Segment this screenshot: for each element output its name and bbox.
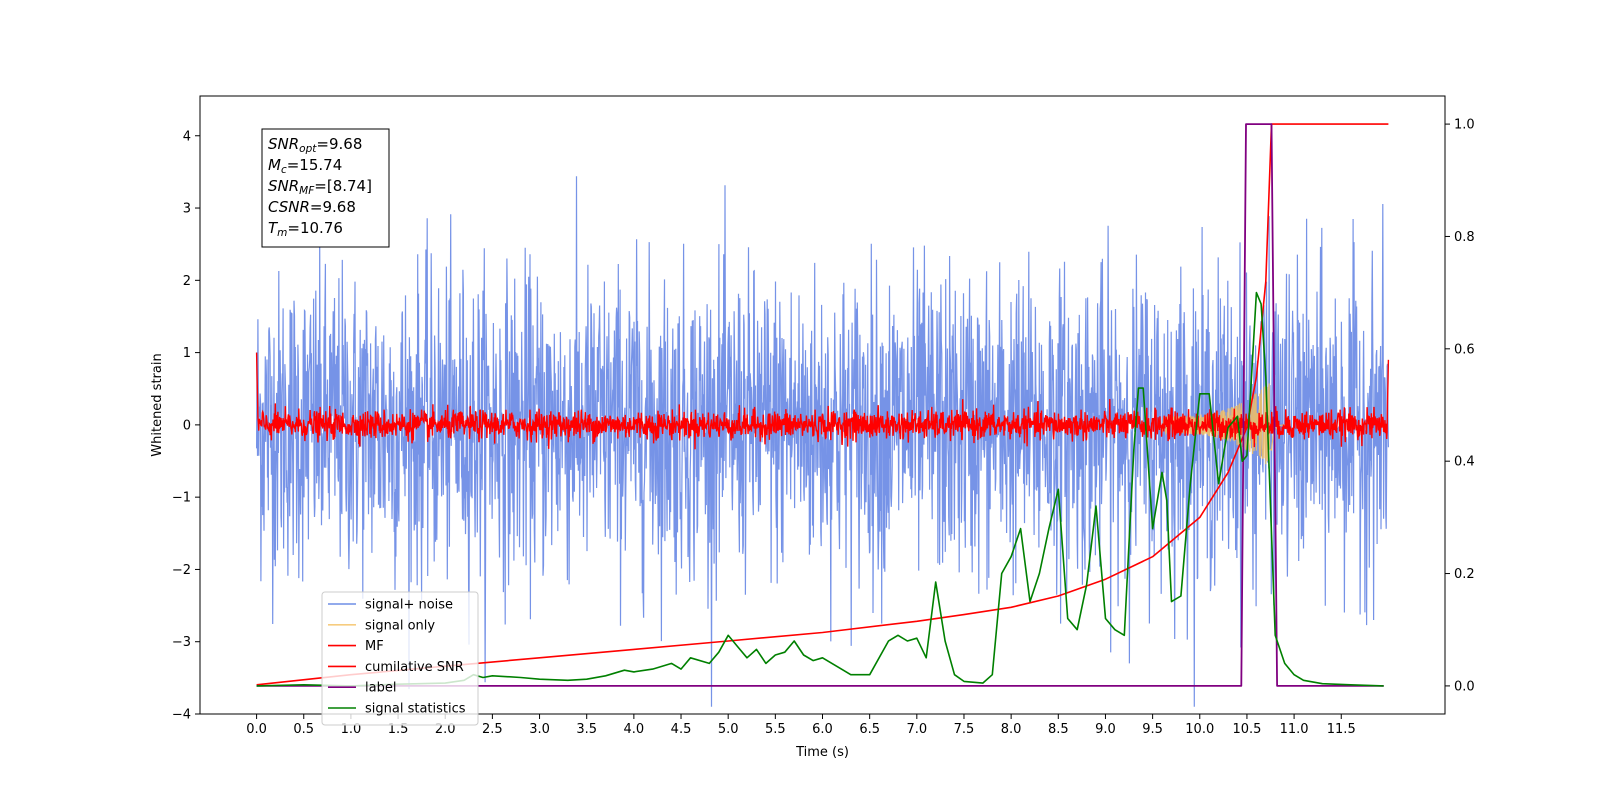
y-tick-label: −4 xyxy=(172,708,191,723)
legend-entry: MF xyxy=(365,639,384,654)
y2-tick-label: 0.8 xyxy=(1454,230,1475,245)
legend-entry: signal statistics xyxy=(365,702,466,717)
x-tick-label: 5.5 xyxy=(765,722,786,737)
x-tick-label: 8.0 xyxy=(1001,722,1022,737)
x-tick-label: 9.5 xyxy=(1142,722,1163,737)
y-tick-label: 1 xyxy=(183,346,191,361)
x-axis-label: Time (s) xyxy=(795,745,849,760)
legend-entry: label xyxy=(365,681,396,696)
y-tick-label: 2 xyxy=(183,274,191,289)
annotation-line: CSNR=9.68 xyxy=(268,198,356,216)
annotation-frame xyxy=(261,128,390,248)
annotation-line: SNRMF=[8.74] xyxy=(268,177,372,197)
x-tick-label: 1.5 xyxy=(388,722,409,737)
y-axis-label: Whitened strain xyxy=(150,353,165,456)
axes: 0.0 0.5 1.0 1.5 2.0 2.5 3.0 3.5 4.0 4.5 5.0 5.5 6.0 6… xyxy=(172,95,1475,737)
x-tick-label: 9.0 xyxy=(1095,722,1116,737)
x-tick-label: 2.0 xyxy=(435,722,456,737)
y-tick-label: −3 xyxy=(172,635,191,650)
legend-frame xyxy=(321,591,479,726)
legend: signal+ noise signal only MF cumilative SNR… xyxy=(321,591,479,726)
x-tick-label: 1.0 xyxy=(341,722,362,737)
y-tick-label: 4 xyxy=(183,129,191,144)
x-tick-label: 3.0 xyxy=(529,722,550,737)
x-tick-label: 4.0 xyxy=(624,722,645,737)
annotation-line: Tm=10.76 xyxy=(268,219,343,239)
x-tick-label: 7.0 xyxy=(906,722,927,737)
y-tick-label: 3 xyxy=(183,202,191,217)
annotation-line: SNRopt=9.68 xyxy=(268,135,362,155)
x-tick-label: 10.5 xyxy=(1232,722,1261,737)
y-tick-label: −2 xyxy=(172,563,191,578)
y-tick-label: −1 xyxy=(172,491,191,506)
series-signal-statistics-line xyxy=(256,291,1384,687)
x-tick-label: 11.0 xyxy=(1280,722,1309,737)
series-label-line xyxy=(256,123,1384,687)
y2-tick-label: 0.2 xyxy=(1454,567,1475,582)
x-tick-label: 3.5 xyxy=(576,722,597,737)
x-tick-label: 6.5 xyxy=(859,722,880,737)
series-signal-noise-line xyxy=(256,176,1389,707)
x-tick-label: 11.5 xyxy=(1327,722,1356,737)
legend-entry: signal+ noise xyxy=(365,598,453,613)
annotation-box: SNRopt=9.68Mc=15.74SNRMF=[8.74]CSNR=9.68… xyxy=(261,128,390,248)
legend-entry: signal only xyxy=(365,618,435,633)
x-tick-label: 4.5 xyxy=(671,722,692,737)
y2-tick-label: 0.6 xyxy=(1454,342,1475,357)
plot-clip-group xyxy=(255,123,1390,707)
y2-tick-label: 1.0 xyxy=(1454,118,1475,133)
x-tick-label: 10.0 xyxy=(1185,722,1214,737)
x-tick-label: 0.0 xyxy=(246,722,267,737)
x-tick-label: 7.5 xyxy=(954,722,975,737)
x-tick-label: 6.0 xyxy=(812,722,833,737)
legend-entry: cumilative SNR xyxy=(365,660,464,675)
x-tick-label: 5.0 xyxy=(718,722,739,737)
y-tick-label: 0 xyxy=(183,418,191,433)
x-tick-label: 2.5 xyxy=(482,722,503,737)
plot-area xyxy=(255,123,1390,707)
y2-tick-label: 0.4 xyxy=(1454,455,1475,470)
series-mf-line xyxy=(255,352,1390,450)
annotation-line: Mc=15.74 xyxy=(268,156,342,176)
y2-tick-label: 0.0 xyxy=(1454,679,1475,694)
x-tick-label: 0.5 xyxy=(293,722,314,737)
x-tick-label: 8.5 xyxy=(1048,722,1069,737)
series-cumilative-snr-line xyxy=(256,123,1389,686)
